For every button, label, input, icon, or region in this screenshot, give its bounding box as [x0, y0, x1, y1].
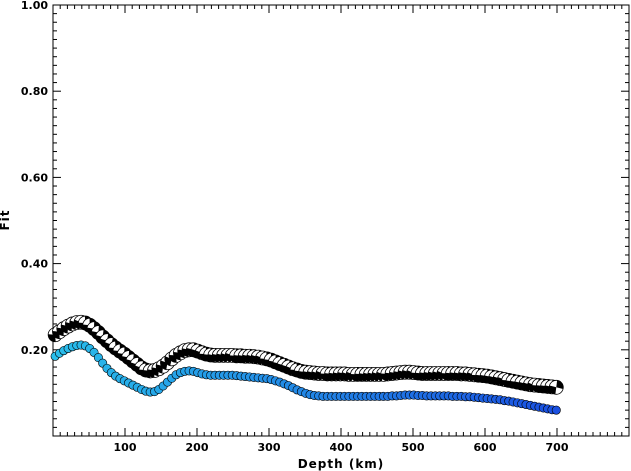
x-tick-label: 600	[474, 441, 497, 454]
mechanism-compressional-quadrant	[556, 380, 564, 390]
y-tick-label: 1.00	[21, 0, 48, 12]
axis-tick-labels: 100 200 300 400 500 600 700 0.20 0.40 0.60 0.80 1.0…	[21, 0, 569, 454]
x-tick-label: 700	[546, 441, 569, 454]
y-tick-label: 0.80	[21, 85, 48, 98]
data-marks	[47, 314, 564, 415]
x-tick-label: 500	[402, 441, 425, 454]
y-tick-label: 0.20	[21, 344, 48, 357]
focal-mechanism-mark	[548, 379, 564, 395]
y-tick-label: 0.60	[21, 171, 48, 184]
x-tick-label: 300	[258, 441, 281, 454]
x-tick-label: 400	[330, 441, 353, 454]
x-tick-label: 200	[186, 441, 209, 454]
y-tick-label: 0.40	[21, 258, 48, 271]
x-axis-title: Depth (km)	[298, 457, 385, 471]
x-tick-label: 100	[114, 441, 137, 454]
mechanism-compressional-quadrant	[549, 385, 557, 395]
y-axis-title: Fit	[0, 209, 12, 230]
fit-dot	[551, 405, 561, 415]
